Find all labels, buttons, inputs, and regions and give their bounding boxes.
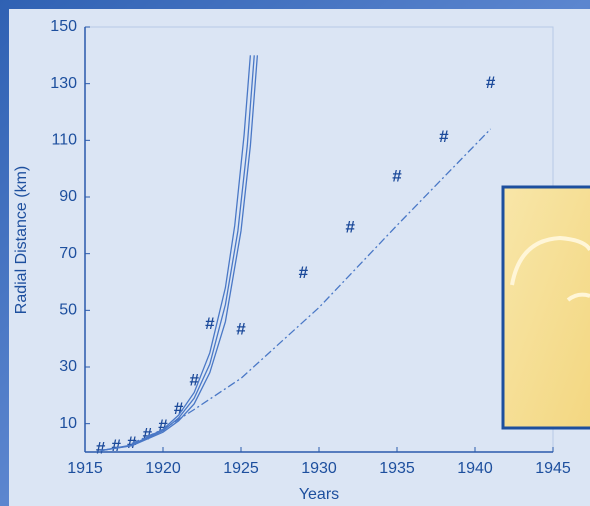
y-tick-label: 70 [59, 245, 77, 262]
x-tick-label: 1915 [67, 460, 103, 477]
x-tick-label: 1935 [379, 460, 415, 477]
y-tick-label: 50 [59, 302, 77, 319]
marker: # [189, 371, 199, 390]
y-tick-label: 10 [59, 415, 77, 432]
inset-image [503, 187, 590, 428]
y-tick-label: 90 [59, 188, 77, 205]
y-tick-label: 130 [50, 75, 77, 92]
y-axis-label: Radial Distance (km) [13, 166, 30, 314]
x-tick-label: 1920 [145, 460, 181, 477]
marker: # [299, 263, 309, 282]
x-axis-label: Years [299, 486, 339, 503]
marker: # [236, 320, 246, 339]
x-tick-label: 1940 [457, 460, 493, 477]
x-tick-label: 1945 [535, 460, 571, 477]
marker: # [205, 314, 215, 333]
marker: # [439, 127, 449, 146]
chart: ############## Years Radial Distance (km… [0, 0, 590, 506]
x-tick-label: 1925 [223, 460, 259, 477]
y-tick-label: 110 [51, 132, 77, 149]
marker: # [345, 218, 355, 237]
y-tick-label: 30 [59, 358, 77, 375]
marker: # [392, 167, 402, 186]
marker: # [96, 439, 106, 458]
x-tick-label: 1930 [301, 460, 337, 477]
y-tick-label: 150 [50, 18, 77, 35]
marker: # [486, 73, 496, 92]
